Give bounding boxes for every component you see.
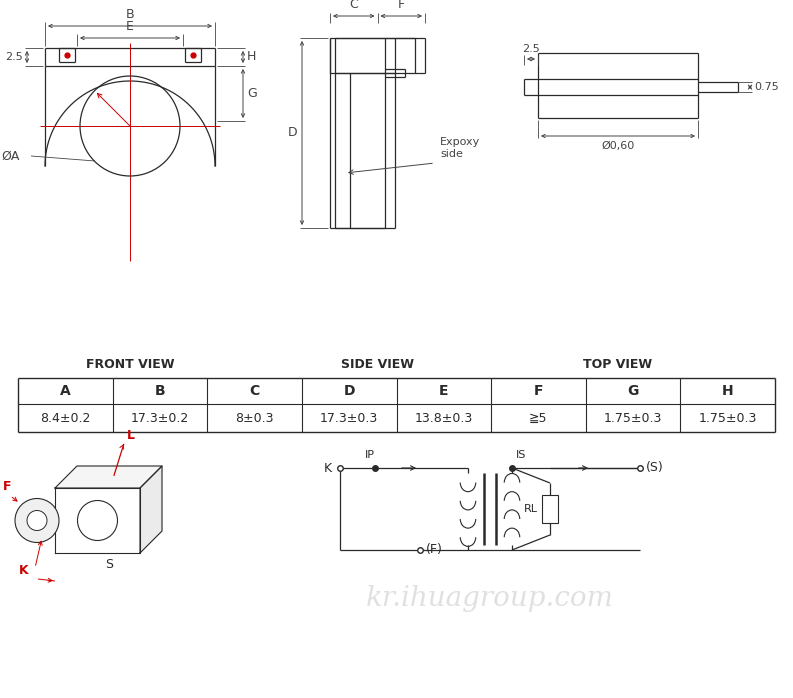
Text: K: K [324,461,332,475]
Text: kr.ihuagroup.com: kr.ihuagroup.com [366,584,614,611]
Text: 17.3±0.3: 17.3±0.3 [320,412,378,424]
Text: 17.3±0.2: 17.3±0.2 [131,412,189,424]
Text: 8±0.3: 8±0.3 [236,412,274,424]
Text: Expoxy
side: Expoxy side [440,138,481,159]
Text: E: E [126,20,134,33]
Text: (S): (S) [646,461,664,475]
Text: 0.75: 0.75 [754,82,779,92]
Text: IP: IP [365,450,375,460]
Bar [542,495,558,523]
Text: ØA: ØA [2,149,20,163]
Text: FRONT VIEW: FRONT VIEW [86,358,174,371]
Text: H: H [247,50,256,64]
Polygon shape [55,488,140,553]
Text: 1.75±0.3: 1.75±0.3 [699,412,757,424]
Text: IS: IS [516,450,527,460]
Text: D: D [343,384,355,398]
Text: RL: RL [524,504,538,514]
Text: L: L [127,429,135,442]
Text: G: G [627,384,638,398]
Text: 1.75±0.3: 1.75±0.3 [604,412,662,424]
Text: 2.5: 2.5 [522,44,540,54]
Text: Ø0,60: Ø0,60 [601,141,634,151]
Text: F: F [2,480,11,493]
Text: D: D [287,126,297,140]
Circle shape [27,510,47,530]
Text: ≧5: ≧5 [529,412,548,424]
Text: E: E [439,384,449,398]
Circle shape [15,498,59,542]
Polygon shape [55,466,162,488]
Text: (F): (F) [426,544,442,556]
Text: B: B [155,384,165,398]
Text: B: B [125,8,134,21]
Text: G: G [247,87,257,100]
Text: TOP VIEW: TOP VIEW [584,358,653,371]
Text: K: K [18,565,28,577]
Text: SIDE VIEW: SIDE VIEW [341,358,414,371]
Text: F: F [534,384,543,398]
Text: F: F [397,0,404,11]
Text: H: H [722,384,734,398]
Text: C: C [250,384,259,398]
Text: A: A [60,384,71,398]
Text: S: S [105,558,113,571]
Polygon shape [140,466,162,553]
Text: 2.5: 2.5 [6,52,23,62]
Text: C: C [350,0,358,11]
Text: 13.8±0.3: 13.8±0.3 [415,412,473,424]
Circle shape [78,500,117,540]
Text: 8.4±0.2: 8.4±0.2 [40,412,90,424]
